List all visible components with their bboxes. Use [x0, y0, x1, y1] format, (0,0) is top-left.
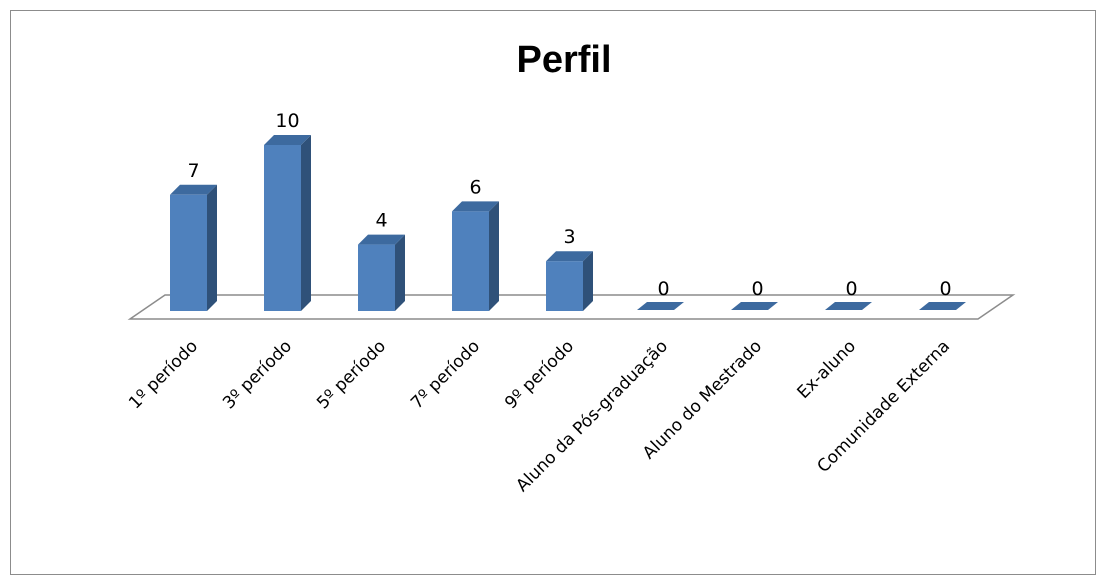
bar-side: [207, 184, 217, 311]
bar-flat: [731, 302, 778, 310]
data-label: 4: [375, 210, 387, 232]
x-tick-label: 9º período: [501, 336, 578, 413]
data-label: 0: [751, 278, 763, 300]
bar-side: [583, 251, 593, 311]
chart-title: Perfil: [516, 39, 611, 81]
data-label: 0: [939, 278, 951, 300]
bar-front: [264, 145, 301, 311]
bar-flat: [637, 302, 684, 310]
bar: [170, 184, 217, 311]
data-labels-group: 7 10 4 6 3 0 0 0 0: [187, 110, 951, 300]
data-label: 7: [187, 160, 199, 182]
x-tick-label: Ex-aluno: [794, 336, 860, 402]
bar: [264, 135, 311, 311]
bar-top: [264, 135, 311, 145]
data-label: 10: [275, 110, 299, 132]
data-label: 6: [469, 176, 481, 198]
bar: [546, 251, 593, 311]
bar-top: [358, 234, 405, 245]
bar-front: [170, 194, 207, 311]
bar-flat: [919, 302, 966, 310]
bar: [731, 302, 778, 310]
bars-group: [170, 135, 966, 311]
bar-top: [170, 184, 217, 195]
bar: [358, 234, 405, 311]
bar-top: [546, 251, 593, 262]
bar-side: [489, 201, 499, 311]
x-axis-labels-group: 1º período 3º período 5º período 7º período…: [125, 336, 954, 496]
bar-front: [358, 244, 395, 311]
data-label: 0: [657, 278, 669, 300]
bar: [919, 302, 966, 310]
x-tick-label: Aluno da Pós-graduação: [512, 336, 672, 496]
bar-front: [452, 211, 489, 311]
data-label: 0: [845, 278, 857, 300]
bar: [637, 302, 684, 310]
bar: [452, 201, 499, 311]
bar: [825, 302, 872, 310]
x-tick-label: 1º período: [125, 336, 202, 413]
bar-top: [452, 201, 499, 212]
x-tick-label: 7º período: [407, 336, 484, 413]
bar-front: [546, 261, 583, 311]
bar-side: [395, 234, 405, 311]
data-label: 3: [563, 226, 575, 248]
bar-flat: [825, 302, 872, 310]
bar-side: [301, 135, 311, 311]
x-tick-label: 3º período: [219, 336, 296, 413]
x-tick-label: 5º período: [313, 336, 390, 413]
